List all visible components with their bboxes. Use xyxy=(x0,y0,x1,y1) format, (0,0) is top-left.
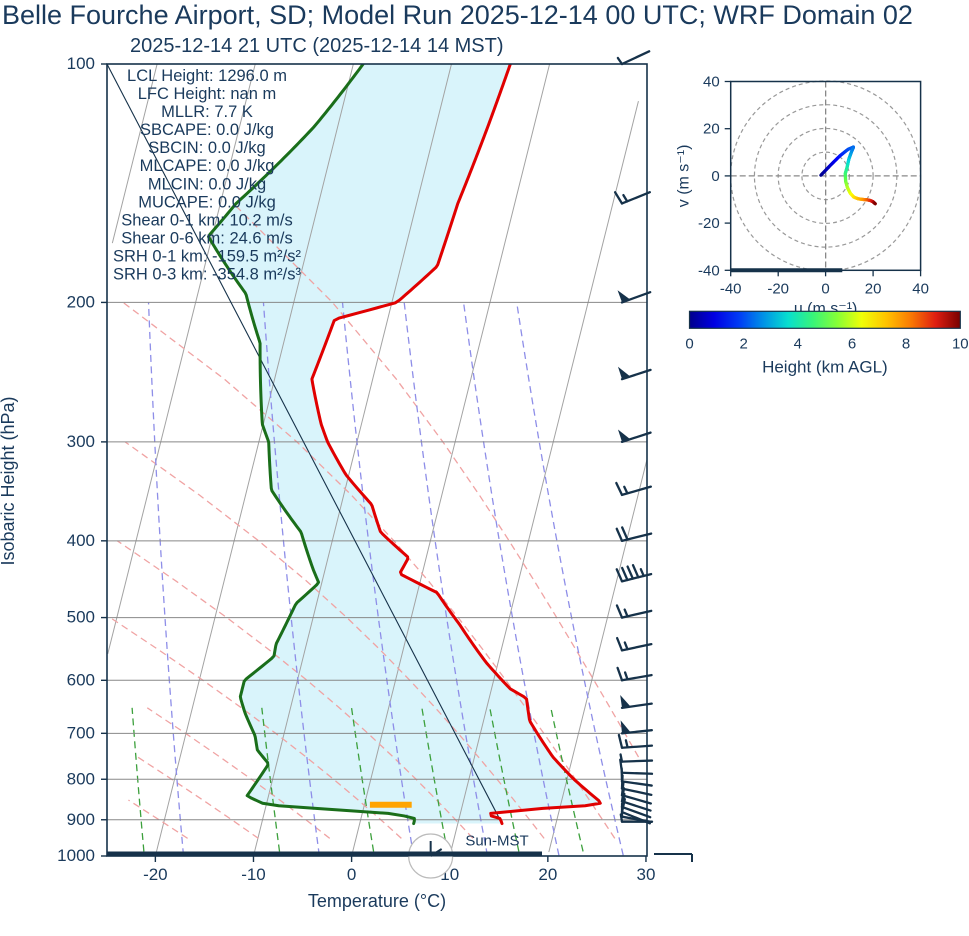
svg-text:Shear 0-6 km: 24.6 m/s: Shear 0-6 km: 24.6 m/s xyxy=(121,230,293,248)
svg-text:-10: -10 xyxy=(241,865,266,884)
svg-text:Isobaric Height (hPa): Isobaric Height (hPa) xyxy=(0,396,18,565)
svg-text:300: 300 xyxy=(67,432,95,451)
svg-text:600: 600 xyxy=(67,670,95,689)
svg-text:40: 40 xyxy=(912,280,929,297)
svg-text:20: 20 xyxy=(865,280,882,297)
svg-text:MLCAPE: 0.0 J/kg: MLCAPE: 0.0 J/kg xyxy=(140,157,275,175)
svg-text:Shear 0-1 km: 10.2 m/s: Shear 0-1 km: 10.2 m/s xyxy=(121,211,293,229)
svg-text:-40: -40 xyxy=(720,280,742,297)
svg-text:-20: -20 xyxy=(698,215,720,232)
svg-text:20: 20 xyxy=(538,865,557,884)
svg-text:2025-12-14 21 UTC (2025-12-14: 2025-12-14 21 UTC (2025-12-14 14 MST) xyxy=(130,35,504,57)
svg-text:v (m s⁻¹): v (m s⁻¹) xyxy=(676,145,693,208)
svg-text:400: 400 xyxy=(67,531,95,550)
svg-text:30: 30 xyxy=(636,865,655,884)
svg-text:1000: 1000 xyxy=(57,846,95,865)
svg-text:-40: -40 xyxy=(698,262,720,279)
svg-text:MLLR: 7.7 K: MLLR: 7.7 K xyxy=(161,103,253,121)
svg-text:-20: -20 xyxy=(143,865,168,884)
svg-text:200: 200 xyxy=(67,292,95,311)
svg-text:SBCIN: 0.0 J/kg: SBCIN: 0.0 J/kg xyxy=(148,139,265,157)
svg-text:SRH 0-3 km: -354.8 m²/s³: SRH 0-3 km: -354.8 m²/s³ xyxy=(113,266,301,284)
svg-text:LCL Height: 1296.0 m: LCL Height: 1296.0 m xyxy=(127,67,287,85)
svg-text:Belle Fourche Airport, SD; Mod: Belle Fourche Airport, SD; Model Run 202… xyxy=(2,0,913,30)
svg-text:MLCIN: 0.0 J/kg: MLCIN: 0.0 J/kg xyxy=(148,175,266,193)
svg-text:500: 500 xyxy=(67,608,95,627)
svg-text:-20: -20 xyxy=(767,280,789,297)
svg-text:Height (km AGL): Height (km AGL) xyxy=(762,357,888,376)
svg-text:700: 700 xyxy=(67,723,95,742)
svg-text:0: 0 xyxy=(347,865,356,884)
svg-text:0: 0 xyxy=(711,168,719,185)
svg-text:0: 0 xyxy=(821,280,829,297)
svg-text:SRH 0-1 km: -159.5 m²/s²: SRH 0-1 km: -159.5 m²/s² xyxy=(113,248,301,266)
svg-text:Sun-MST: Sun-MST xyxy=(465,833,528,850)
svg-text:Temperature (°C): Temperature (°C) xyxy=(308,891,446,911)
svg-text:8: 8 xyxy=(902,335,910,352)
svg-text:10: 10 xyxy=(952,335,969,352)
svg-text:800: 800 xyxy=(67,769,95,788)
svg-text:6: 6 xyxy=(848,335,856,352)
svg-text:40: 40 xyxy=(703,74,720,91)
svg-text:LFC Height: nan m: LFC Height: nan m xyxy=(138,85,276,103)
svg-text:4: 4 xyxy=(794,335,802,352)
svg-text:SBCAPE: 0.0 J/kg: SBCAPE: 0.0 J/kg xyxy=(140,121,274,139)
svg-text:2: 2 xyxy=(740,335,748,352)
svg-text:0: 0 xyxy=(685,335,693,352)
svg-text:MUCAPE: 0.0 J/kg: MUCAPE: 0.0 J/kg xyxy=(138,193,276,211)
svg-text:900: 900 xyxy=(67,810,95,829)
svg-text:20: 20 xyxy=(703,121,720,138)
svg-text:100: 100 xyxy=(67,54,95,73)
